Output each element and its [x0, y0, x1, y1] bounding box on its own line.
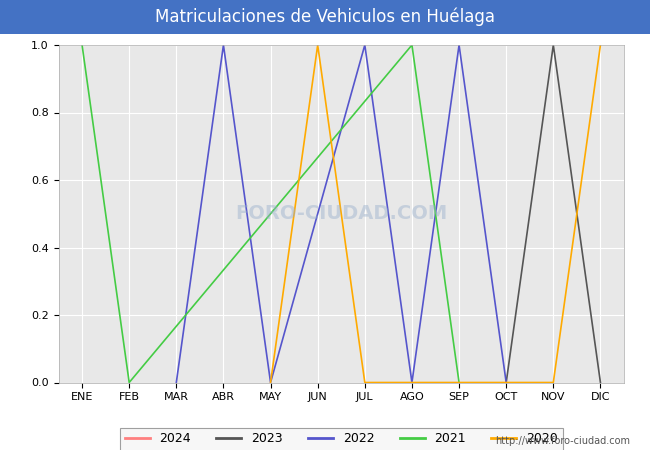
Text: FORO-CIUDAD.COM: FORO-CIUDAD.COM [235, 204, 447, 223]
Legend: 2024, 2023, 2022, 2021, 2020: 2024, 2023, 2022, 2021, 2020 [120, 428, 563, 450]
Text: http://www.foro-ciudad.com: http://www.foro-ciudad.com [495, 436, 630, 446]
Text: Matriculaciones de Vehiculos en Huélaga: Matriculaciones de Vehiculos en Huélaga [155, 8, 495, 26]
